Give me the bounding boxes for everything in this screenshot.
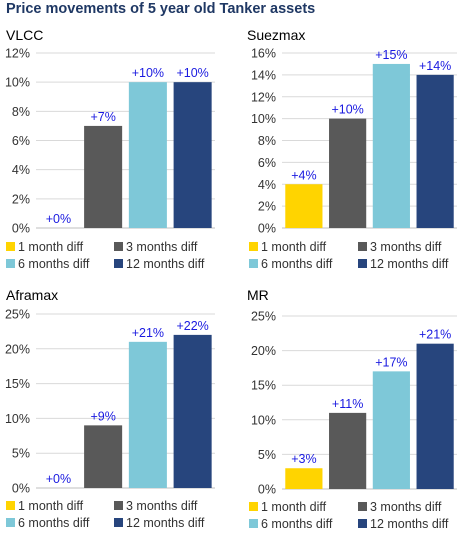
legend-swatch bbox=[358, 242, 367, 251]
legend-label: 3 months diff bbox=[126, 499, 198, 513]
y-tick-label: 14% bbox=[251, 68, 276, 82]
y-tick-label: 10% bbox=[5, 412, 30, 426]
y-tick-label: 2% bbox=[12, 192, 30, 206]
y-tick-label: 10% bbox=[5, 76, 30, 90]
legend-swatch bbox=[6, 242, 15, 251]
data-label: +21% bbox=[132, 326, 164, 340]
legend-swatch bbox=[114, 501, 123, 510]
bar bbox=[128, 82, 167, 229]
chart-title: Suezmax bbox=[247, 27, 305, 43]
chart-title: MR bbox=[247, 287, 269, 303]
bar bbox=[173, 334, 212, 488]
data-label: +4% bbox=[291, 168, 316, 182]
data-label: +11% bbox=[332, 397, 363, 411]
data-label: +21% bbox=[419, 328, 451, 342]
legend-label: 6 months diff bbox=[18, 516, 90, 530]
y-tick-label: 15% bbox=[251, 379, 276, 393]
legend-swatch bbox=[358, 519, 367, 528]
bar bbox=[416, 343, 454, 489]
y-tick-label: 8% bbox=[12, 105, 30, 119]
y-tick-label: 20% bbox=[5, 342, 30, 356]
legend-swatch bbox=[114, 518, 123, 527]
y-tick-label: 0% bbox=[258, 222, 276, 236]
y-tick-label: 10% bbox=[251, 413, 276, 427]
legend-label: 1 month diff bbox=[18, 240, 84, 254]
legend-label: 3 months diff bbox=[370, 240, 442, 254]
bar bbox=[416, 74, 454, 228]
bar bbox=[329, 118, 367, 228]
legend-label: 6 months diff bbox=[18, 257, 90, 271]
bar bbox=[329, 412, 367, 489]
y-tick-label: 5% bbox=[258, 448, 276, 462]
bar bbox=[128, 341, 167, 488]
y-tick-label: 8% bbox=[258, 134, 276, 148]
chart-title: Aframax bbox=[6, 287, 58, 303]
legend-swatch bbox=[6, 518, 15, 527]
legend-swatch bbox=[249, 502, 258, 511]
y-tick-label: 4% bbox=[12, 163, 30, 177]
y-tick-label: 0% bbox=[12, 482, 30, 496]
legend-label: 12 months diff bbox=[370, 517, 449, 531]
legend-label: 6 months diff bbox=[261, 517, 333, 531]
y-tick-label: 5% bbox=[12, 447, 30, 461]
legend-swatch bbox=[249, 519, 258, 528]
data-label: +0% bbox=[46, 212, 71, 226]
legend-label: 12 months diff bbox=[370, 257, 449, 271]
page-title: Price movements of 5 year old Tanker ass… bbox=[6, 1, 316, 17]
data-label: +0% bbox=[46, 472, 71, 486]
y-tick-label: 2% bbox=[258, 200, 276, 214]
legend-label: 1 month diff bbox=[261, 500, 327, 514]
y-tick-label: 12% bbox=[5, 47, 30, 61]
legend-label: 3 months diff bbox=[370, 500, 442, 514]
data-label: +10% bbox=[132, 66, 164, 80]
y-tick-label: 0% bbox=[12, 222, 30, 236]
legend-swatch bbox=[6, 259, 15, 268]
legend-label: 6 months diff bbox=[261, 257, 333, 271]
bar bbox=[173, 82, 212, 229]
legend-label: 1 month diff bbox=[261, 240, 327, 254]
bar bbox=[84, 425, 123, 488]
chart-title: VLCC bbox=[6, 27, 43, 43]
data-label: +9% bbox=[90, 409, 115, 423]
y-tick-label: 6% bbox=[258, 156, 276, 170]
bar bbox=[285, 468, 323, 489]
y-tick-label: 6% bbox=[12, 134, 30, 148]
data-label: +17% bbox=[375, 355, 407, 369]
data-label: +3% bbox=[291, 452, 316, 466]
bar bbox=[372, 63, 410, 228]
y-tick-label: 25% bbox=[5, 308, 30, 322]
y-tick-label: 12% bbox=[251, 90, 276, 104]
legend-label: 1 month diff bbox=[18, 499, 84, 513]
y-tick-label: 0% bbox=[258, 483, 276, 497]
bar bbox=[372, 371, 410, 489]
data-label: +10% bbox=[176, 66, 208, 80]
legend-swatch bbox=[358, 259, 367, 268]
data-label: +10% bbox=[331, 103, 363, 117]
legend-swatch bbox=[249, 242, 258, 251]
y-tick-label: 4% bbox=[258, 178, 276, 192]
bar bbox=[285, 184, 323, 228]
legend-swatch bbox=[358, 502, 367, 511]
y-tick-label: 16% bbox=[251, 47, 276, 61]
legend-swatch bbox=[6, 501, 15, 510]
legend-label: 3 months diff bbox=[126, 240, 198, 254]
y-tick-label: 25% bbox=[251, 310, 276, 324]
legend-label: 12 months diff bbox=[126, 516, 205, 530]
data-label: +7% bbox=[90, 110, 115, 124]
legend-label: 12 months diff bbox=[126, 257, 205, 271]
data-label: +22% bbox=[176, 319, 208, 333]
legend-swatch bbox=[249, 259, 258, 268]
y-tick-label: 20% bbox=[251, 344, 276, 358]
data-label: +15% bbox=[375, 48, 407, 62]
y-tick-label: 10% bbox=[251, 112, 276, 126]
bar bbox=[84, 125, 123, 228]
legend-swatch bbox=[114, 259, 123, 268]
y-tick-label: 15% bbox=[5, 377, 30, 391]
legend-swatch bbox=[114, 242, 123, 251]
data-label: +14% bbox=[419, 59, 451, 73]
